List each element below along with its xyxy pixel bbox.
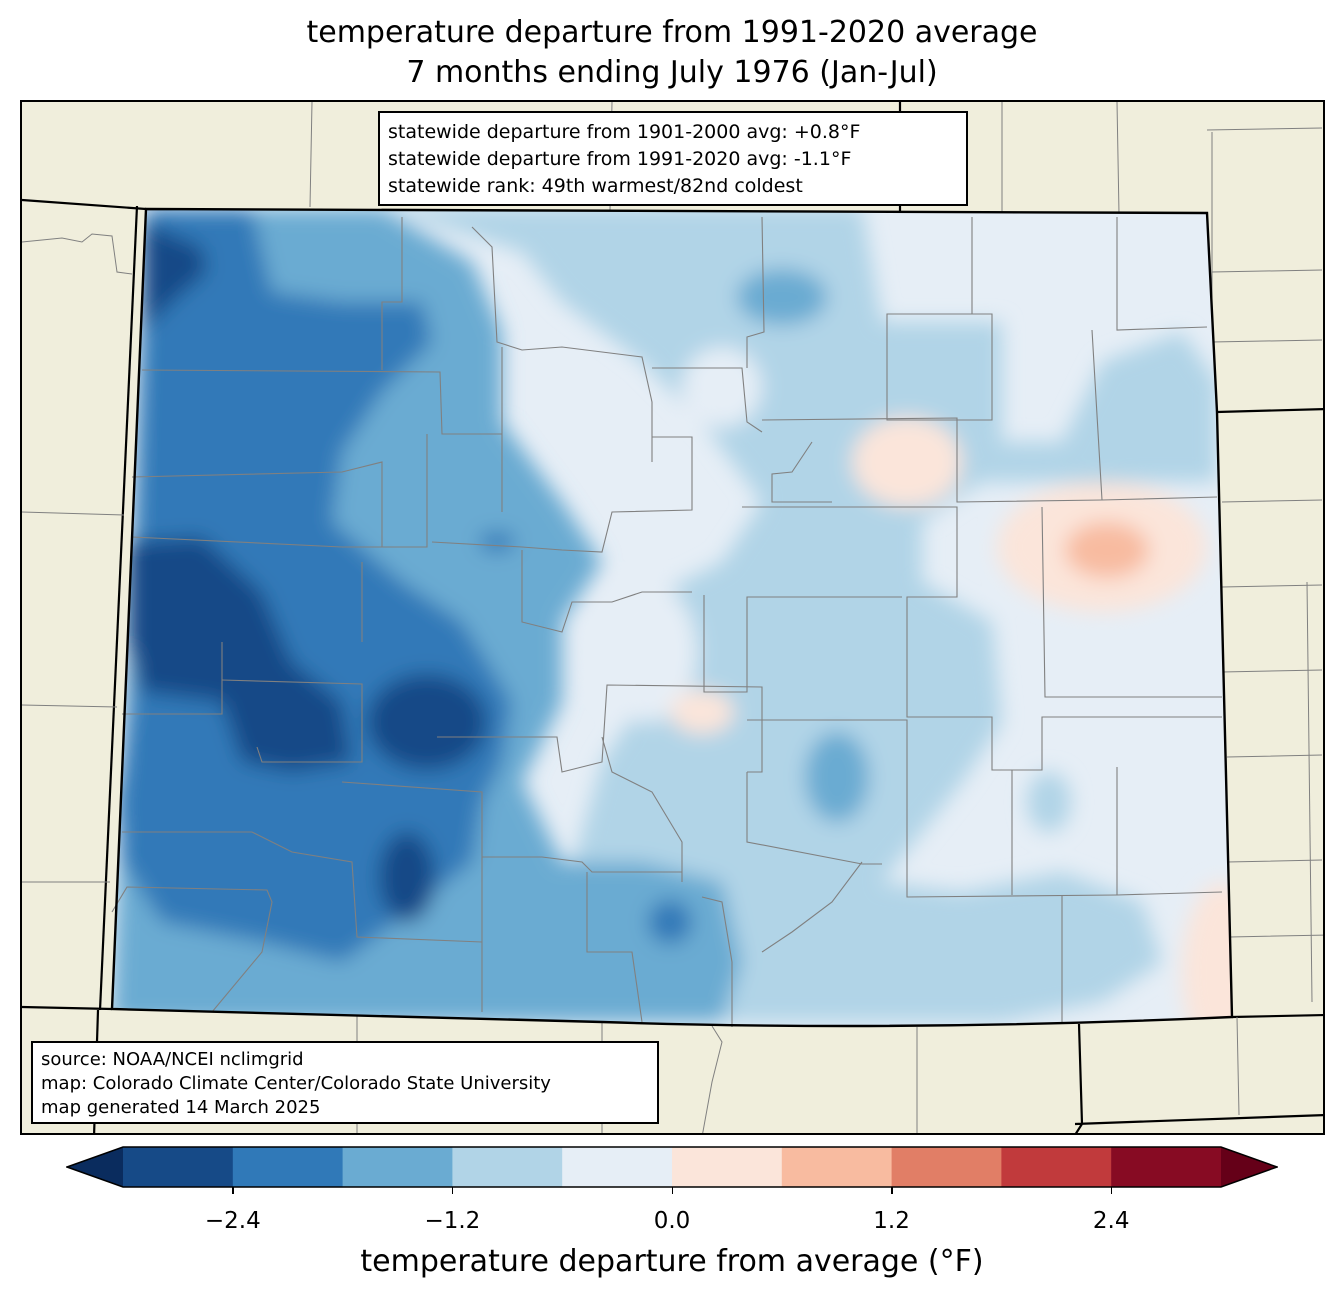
colorbar-tick-label: 1.2 (873, 1208, 910, 1234)
statewide-stats-box: statewide departure from 1901-2000 avg: … (378, 111, 968, 206)
colorbar-bin (1111, 1147, 1222, 1187)
departure-1991-2020: statewide departure from 1991-2020 avg: … (388, 148, 852, 170)
colorbar-tick-label: −2.4 (204, 1208, 261, 1234)
colorbar-bin (452, 1147, 563, 1187)
colorado-border (110, 207, 1234, 1028)
colorbar-tick (671, 1187, 673, 1194)
map-title-line-1: temperature departure from 1991-2020 ave… (306, 15, 1038, 50)
source-line: source: NOAA/NCEI nclimgrid (41, 1049, 304, 1070)
temperature-field (112, 209, 1232, 1026)
map-credit-line: map: Colorado Climate Center/Colorado St… (41, 1073, 551, 1094)
colorbar-label: temperature departure from average (°F) (360, 1244, 984, 1279)
colorbar-tick-label: −1.2 (424, 1208, 481, 1234)
colorbar-tick (232, 1187, 234, 1194)
colorbar-tick (891, 1187, 893, 1194)
colorbar-bin (1001, 1147, 1112, 1187)
colorbar (66, 1146, 1278, 1188)
colorbar-bin (672, 1147, 783, 1187)
colorbar-tick-label: 2.4 (1092, 1208, 1130, 1234)
source-box: source: NOAA/NCEI nclimgrid map: Colorad… (31, 1041, 659, 1124)
colorbar-tick (1110, 1187, 1113, 1194)
colorado-map (22, 102, 1323, 1133)
colorbar-over-arrow (1221, 1147, 1277, 1187)
statewide-rank: statewide rank: 49th warmest/82nd coldes… (388, 175, 803, 197)
colorbar-bin (123, 1147, 234, 1187)
departure-1901-2000: statewide departure from 1901-2000 avg: … (388, 121, 861, 143)
colorbar-bin (562, 1147, 673, 1187)
colorbar-bin (342, 1147, 453, 1187)
colorbar-bin (232, 1147, 344, 1187)
generated-date-line: map generated 14 March 2025 (41, 1097, 321, 1118)
map-panel (20, 100, 1325, 1135)
colorbar-outline (66, 1146, 1278, 1188)
colorado-county-lines (111, 216, 1223, 1027)
colorbar-tick-label: 0.0 (653, 1208, 691, 1234)
colorbar-tick (451, 1187, 454, 1194)
map-title-line-2: 7 months ending July 1976 (Jan-Jul) (406, 55, 938, 90)
colorbar-bin (891, 1147, 1002, 1187)
colorbar-bin (781, 1147, 893, 1187)
colorbar-under-arrow (67, 1147, 123, 1187)
